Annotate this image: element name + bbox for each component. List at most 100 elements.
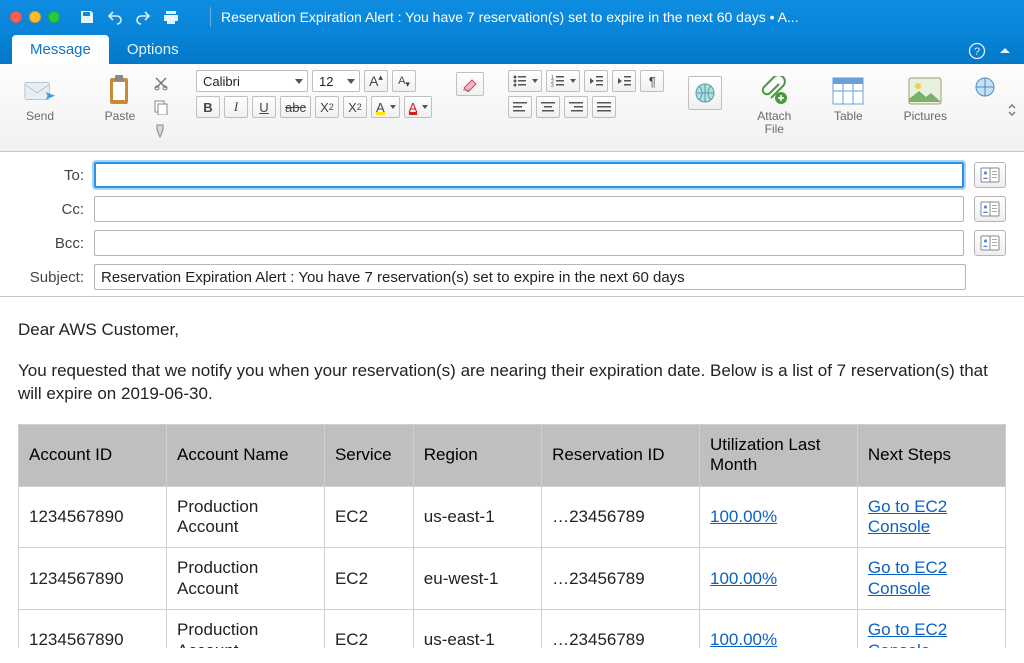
bold-button[interactable]: B — [196, 96, 220, 118]
group-paragraph: 123 ¶ — [502, 68, 670, 151]
italic-button[interactable]: I — [224, 96, 248, 118]
zoom-window-button[interactable] — [48, 11, 60, 23]
table-cell: EC2 — [324, 486, 413, 548]
subject-input[interactable] — [94, 264, 966, 290]
table-header-cell: Utilization Last Month — [699, 424, 857, 486]
table-header-cell: Reservation ID — [542, 424, 700, 486]
table-cell: 1234567890 — [19, 610, 167, 648]
hyperlink-button[interactable] — [688, 76, 722, 110]
font-color-button[interactable]: A — [404, 96, 433, 118]
reservations-table: Account IDAccount NameServiceRegionReser… — [18, 424, 1006, 648]
save-icon[interactable] — [78, 8, 96, 26]
align-center-button[interactable] — [536, 96, 560, 118]
ribbon-tabs: Message Options ? — [0, 34, 1024, 64]
increase-indent-button[interactable] — [612, 70, 636, 92]
table-cell: 1234567890 — [19, 486, 167, 548]
strikethrough-button[interactable]: abc — [280, 96, 311, 118]
intro-text: You requested that we notify you when yo… — [18, 360, 1006, 406]
grow-font-button[interactable]: A▴ — [364, 70, 388, 92]
table-cell: 100.00% — [699, 486, 857, 548]
tab-options[interactable]: Options — [109, 35, 197, 64]
send-icon — [23, 74, 57, 108]
table-cell: …23456789 — [542, 548, 700, 610]
table-cell: Production Account — [167, 486, 325, 548]
table-row: 1234567890Production AccountEC2eu-west-1… — [19, 548, 1006, 610]
align-right-button[interactable] — [564, 96, 588, 118]
help-icon[interactable]: ? — [968, 42, 986, 60]
close-window-button[interactable] — [10, 11, 22, 23]
bcc-input[interactable] — [94, 230, 964, 256]
highlight-color-button[interactable]: A — [371, 96, 400, 118]
svg-text:3: 3 — [551, 83, 554, 87]
paste-button[interactable]: Paste — [92, 70, 148, 123]
underline-button[interactable]: U — [252, 96, 276, 118]
to-input[interactable] — [94, 162, 964, 188]
cut-button[interactable] — [150, 72, 172, 94]
window-title: Reservation Expiration Alert : You have … — [221, 9, 1014, 25]
window-controls — [10, 11, 60, 23]
superscript-button[interactable]: X2 — [343, 96, 367, 118]
group-font: Calibri 12 A▴ A▾ B I U abc X2 X2 A A — [190, 68, 438, 151]
group-clipboard: Paste — [86, 68, 178, 151]
decrease-indent-button[interactable] — [584, 70, 608, 92]
table-cell: …23456789 — [542, 486, 700, 548]
utilization-link[interactable]: 100.00% — [710, 630, 777, 648]
titlebar-divider — [210, 7, 211, 27]
table-header-cell: Next Steps — [857, 424, 1005, 486]
globe-icon[interactable] — [974, 76, 996, 98]
table-cell: Go to EC2 Console — [857, 610, 1005, 648]
shrink-font-button[interactable]: A▾ — [392, 70, 416, 92]
cc-input[interactable] — [94, 196, 964, 222]
table-label: Table — [834, 110, 863, 123]
to-address-book-button[interactable] — [974, 162, 1006, 188]
clear-formatting-button[interactable] — [456, 72, 484, 96]
utilization-link[interactable]: 100.00% — [710, 507, 777, 526]
table-cell: Production Account — [167, 610, 325, 648]
collapse-ribbon-icon[interactable] — [998, 44, 1012, 58]
table-cell: us-east-1 — [413, 610, 541, 648]
format-painter-button[interactable] — [150, 120, 172, 142]
minimize-window-button[interactable] — [29, 11, 41, 23]
font-size-select[interactable]: 12 — [312, 70, 360, 92]
next-steps-link[interactable]: Go to EC2 Console — [868, 558, 947, 597]
numbering-button[interactable]: 123 — [546, 70, 580, 92]
undo-icon[interactable] — [106, 8, 124, 26]
table-cell: 100.00% — [699, 548, 857, 610]
redo-icon[interactable] — [134, 8, 152, 26]
show-marks-button[interactable]: ¶ — [640, 70, 664, 92]
table-button[interactable]: Table — [820, 70, 876, 123]
ribbon-overflow[interactable] — [1008, 68, 1018, 151]
pictures-button[interactable]: Pictures — [894, 70, 956, 123]
group-pictures: Pictures — [888, 68, 962, 151]
table-cell: …23456789 — [542, 610, 700, 648]
subscript-button[interactable]: X2 — [315, 96, 339, 118]
subject-label: Subject: — [18, 269, 84, 286]
print-icon[interactable] — [162, 8, 180, 26]
svg-text:?: ? — [974, 46, 980, 58]
quick-access-toolbar — [78, 8, 180, 26]
font-name-select[interactable]: Calibri — [196, 70, 308, 92]
align-left-button[interactable] — [508, 96, 532, 118]
table-header-cell: Region — [413, 424, 541, 486]
cc-address-book-button[interactable] — [974, 196, 1006, 222]
next-steps-link[interactable]: Go to EC2 Console — [868, 497, 947, 536]
tab-message[interactable]: Message — [12, 35, 109, 64]
group-attach: Attach File — [740, 68, 808, 151]
utilization-link[interactable]: 100.00% — [710, 569, 777, 588]
next-steps-link[interactable]: Go to EC2 Console — [868, 620, 947, 648]
table-cell: Go to EC2 Console — [857, 486, 1005, 548]
group-table: Table — [814, 68, 882, 151]
to-label: To: — [18, 167, 84, 184]
message-body[interactable]: Dear AWS Customer, You requested that we… — [0, 297, 1024, 648]
table-header-cell: Account Name — [167, 424, 325, 486]
bcc-address-book-button[interactable] — [974, 230, 1006, 256]
table-cell: Production Account — [167, 548, 325, 610]
bullets-button[interactable] — [508, 70, 542, 92]
send-button[interactable]: Send — [12, 70, 68, 123]
group-hyperlink — [682, 68, 728, 151]
copy-button[interactable] — [150, 96, 172, 118]
attach-file-button[interactable]: Attach File — [746, 70, 802, 136]
table-row: 1234567890Production AccountEC2us-east-1… — [19, 610, 1006, 648]
titlebar: Reservation Expiration Alert : You have … — [0, 0, 1024, 34]
justify-button[interactable] — [592, 96, 616, 118]
